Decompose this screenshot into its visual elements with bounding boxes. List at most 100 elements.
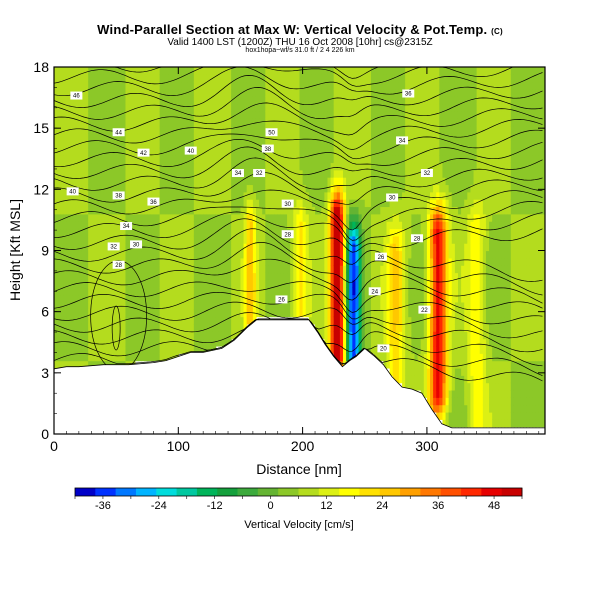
velocity-cell: [358, 184, 363, 193]
velocity-cell: [190, 235, 195, 244]
velocity-cell: [374, 272, 378, 281]
velocity-cell: [128, 345, 133, 354]
velocity-cell: [364, 338, 369, 347]
velocity-cell: [69, 118, 74, 127]
velocity-cell: [75, 257, 80, 266]
velocity-cell: [69, 228, 74, 237]
velocity-cell: [63, 235, 68, 244]
velocity-cell: [343, 103, 347, 112]
velocity-cell: [224, 243, 229, 252]
velocity-cell: [63, 125, 68, 134]
velocity-cell: [240, 199, 245, 208]
velocity-cell: [116, 235, 120, 244]
velocity-cell: [398, 257, 403, 266]
velocity-cell: [302, 301, 307, 310]
velocity-cell: [78, 155, 83, 164]
velocity-cell: [66, 67, 71, 75]
velocity-cell: [103, 221, 108, 230]
velocity-cell: [78, 199, 83, 208]
velocity-cell: [287, 184, 291, 193]
velocity-cell: [324, 147, 329, 156]
velocity-cell: [200, 331, 204, 340]
velocity-cell: [231, 81, 235, 90]
velocity-cell: [374, 345, 378, 354]
velocity-cell: [137, 250, 142, 259]
velocity-cell: [91, 147, 95, 156]
velocity-cell: [414, 118, 419, 127]
velocity-cell: [81, 250, 86, 259]
velocity-cell: [392, 250, 397, 259]
velocity-cell: [355, 155, 360, 164]
velocity-cell: [85, 67, 89, 75]
velocity-cell: [153, 338, 158, 347]
velocity-cell: [196, 103, 201, 112]
velocity-cell: [420, 147, 425, 156]
velocity-cell: [377, 125, 381, 134]
velocity-cell: [88, 235, 92, 244]
velocity-cell: [420, 96, 425, 105]
velocity-cell: [54, 360, 58, 369]
velocity-cell: [54, 221, 58, 230]
velocity-cell: [221, 125, 226, 134]
velocity-cell: [423, 257, 428, 266]
velocity-cell: [333, 89, 338, 97]
velocity-cell: [246, 243, 251, 252]
velocity-cell: [60, 199, 64, 208]
velocity-cell: [168, 235, 173, 244]
velocity-cell: [343, 191, 347, 200]
velocity-cell: [436, 169, 440, 178]
velocity-cell: [386, 147, 391, 156]
velocity-cell: [94, 345, 99, 354]
velocity-cell: [200, 279, 204, 288]
velocity-cell: [78, 111, 83, 119]
velocity-cell: [72, 118, 77, 127]
velocity-cell: [311, 118, 316, 127]
velocity-cell: [333, 257, 338, 266]
velocity-cell: [165, 125, 170, 134]
velocity-cell: [383, 140, 388, 149]
velocity-cell: [430, 250, 434, 259]
velocity-cell: [395, 111, 400, 119]
velocity-cell: [249, 206, 254, 215]
velocity-cell: [405, 147, 409, 156]
velocity-cell: [420, 125, 425, 134]
velocity-cell: [178, 221, 183, 230]
velocity-cell: [81, 257, 86, 266]
velocity-cell: [221, 338, 226, 347]
velocity-cell: [91, 221, 95, 230]
velocity-cell: [224, 162, 229, 171]
velocity-cell: [343, 287, 347, 296]
velocity-cell: [358, 294, 363, 303]
velocity-cell: [81, 272, 86, 281]
velocity-cell: [125, 323, 130, 332]
velocity-cell: [398, 360, 403, 369]
velocity-cell: [315, 294, 319, 303]
velocity-cell: [215, 177, 220, 186]
velocity-cell: [153, 279, 158, 288]
velocity-cell: [141, 133, 145, 141]
velocity-cell: [181, 213, 186, 222]
velocity-cell: [255, 125, 260, 134]
velocity-cell: [106, 353, 111, 362]
velocity-cell: [162, 243, 167, 252]
velocity-cell: [159, 103, 164, 112]
velocity-cell: [109, 140, 114, 149]
velocity-cell: [361, 147, 366, 156]
velocity-cell: [175, 250, 179, 259]
velocity-cell: [433, 111, 437, 119]
velocity-cell: [296, 184, 301, 193]
velocity-cell: [209, 228, 214, 237]
velocity-cell: [423, 184, 428, 193]
velocity-cell: [299, 294, 304, 303]
velocity-cell: [200, 206, 204, 215]
velocity-cell: [103, 169, 108, 178]
velocity-cell: [364, 103, 369, 112]
velocity-cell: [228, 316, 232, 325]
velocity-cell: [54, 228, 58, 237]
velocity-cell: [66, 199, 71, 208]
velocity-cell: [128, 103, 133, 112]
velocity-cell: [100, 191, 105, 200]
velocity-cell: [156, 243, 161, 252]
velocity-cell: [97, 257, 102, 266]
velocity-cell: [203, 213, 207, 222]
